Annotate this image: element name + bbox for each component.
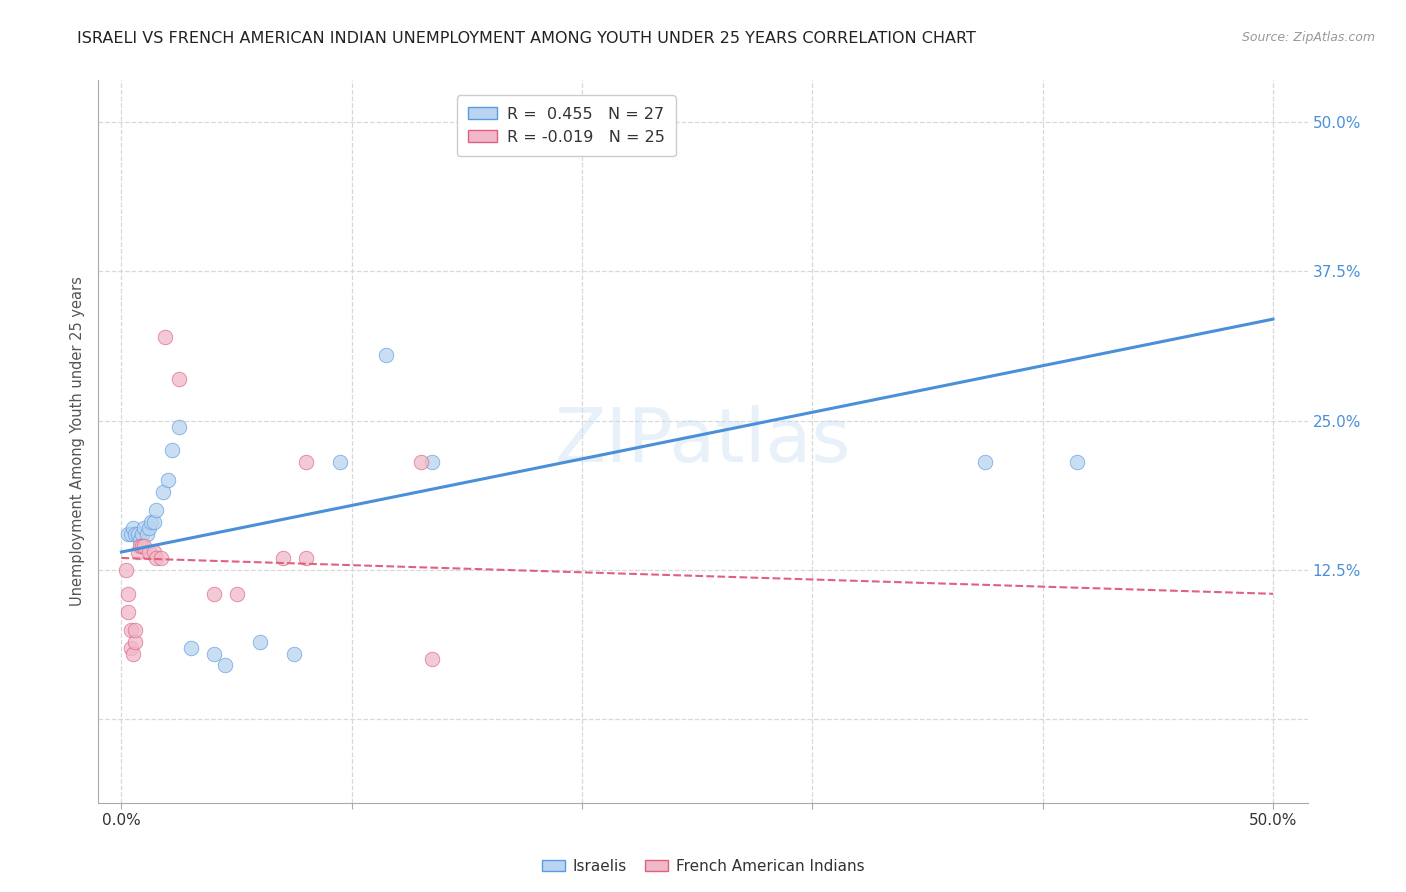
Point <box>142 545 165 559</box>
Point <box>422 652 444 666</box>
Point <box>141 515 163 529</box>
Point <box>145 551 167 566</box>
Point <box>294 551 316 566</box>
Point <box>422 455 444 469</box>
Point <box>329 455 352 469</box>
Point <box>135 527 157 541</box>
Point <box>131 539 153 553</box>
Point <box>409 455 432 469</box>
Point <box>214 658 236 673</box>
Point <box>115 563 138 577</box>
Point <box>127 527 149 541</box>
Point <box>145 503 167 517</box>
Point <box>127 545 149 559</box>
Point <box>149 551 172 566</box>
Point <box>124 527 146 541</box>
Point <box>120 623 142 637</box>
Point <box>138 521 160 535</box>
Text: ZIPatlas: ZIPatlas <box>555 405 851 478</box>
Point <box>124 623 146 637</box>
Point <box>117 587 139 601</box>
Point <box>117 527 139 541</box>
Point <box>122 521 145 535</box>
Point <box>134 539 156 553</box>
Point <box>134 521 156 535</box>
Point <box>202 587 225 601</box>
Point <box>131 527 153 541</box>
Text: Source: ZipAtlas.com: Source: ZipAtlas.com <box>1241 31 1375 45</box>
Point <box>167 419 190 434</box>
Y-axis label: Unemployment Among Youth under 25 years: Unemployment Among Youth under 25 years <box>70 277 86 607</box>
Point <box>294 455 316 469</box>
Point <box>128 533 150 547</box>
Point <box>1066 455 1088 469</box>
Point <box>142 515 165 529</box>
Point <box>271 551 294 566</box>
Point <box>974 455 997 469</box>
Point <box>167 372 190 386</box>
Point <box>225 587 247 601</box>
Point <box>156 474 179 488</box>
Point <box>202 647 225 661</box>
Point <box>124 634 146 648</box>
Text: ISRAELI VS FRENCH AMERICAN INDIAN UNEMPLOYMENT AMONG YOUTH UNDER 25 YEARS CORREL: ISRAELI VS FRENCH AMERICAN INDIAN UNEMPL… <box>77 31 976 46</box>
Point <box>283 647 305 661</box>
Point <box>249 634 271 648</box>
Point <box>160 443 183 458</box>
Point <box>120 527 142 541</box>
Point <box>117 605 139 619</box>
Point <box>180 640 202 655</box>
Point <box>155 330 177 344</box>
Legend: R =  0.455   N = 27, R = -0.019   N = 25: R = 0.455 N = 27, R = -0.019 N = 25 <box>457 95 676 156</box>
Point <box>122 647 145 661</box>
Point <box>128 539 150 553</box>
Point <box>152 485 174 500</box>
Point <box>138 545 160 559</box>
Legend: Israelis, French American Indians: Israelis, French American Indians <box>536 853 870 880</box>
Point <box>375 348 398 362</box>
Point <box>120 640 142 655</box>
